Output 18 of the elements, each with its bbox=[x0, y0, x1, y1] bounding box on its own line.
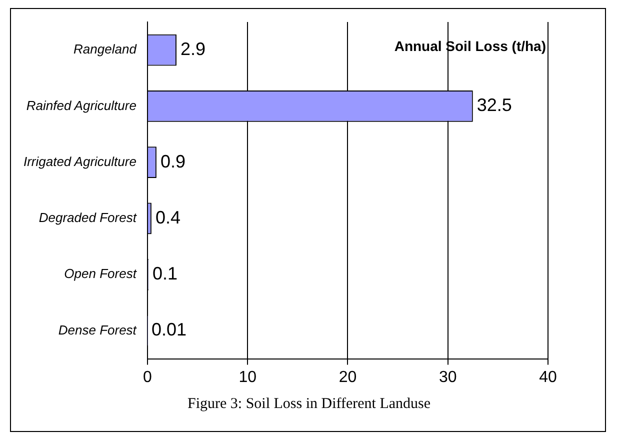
y-tick-label: Dense Forest bbox=[58, 322, 138, 338]
y-tick-label: Rangeland bbox=[74, 42, 138, 57]
x-tick-label: 40 bbox=[539, 368, 557, 386]
data-label: 2.9 bbox=[180, 39, 206, 60]
data-label: 0.1 bbox=[152, 264, 178, 284]
y-tick-label: Irrigated Agriculture bbox=[23, 154, 136, 169]
data-label: 32.5 bbox=[476, 95, 512, 116]
x-tick-label: 10 bbox=[238, 368, 257, 386]
data-label: 0.9 bbox=[160, 151, 186, 172]
x-tick-label: 20 bbox=[338, 368, 357, 386]
data-label: 0.01 bbox=[152, 320, 187, 340]
x-tick-label: 30 bbox=[438, 368, 457, 386]
data-label: 0.4 bbox=[155, 207, 180, 228]
y-tick-label: Open Forest bbox=[64, 266, 138, 282]
x-tick-label: 0 bbox=[142, 368, 152, 386]
y-tick-label: Degraded Forest bbox=[38, 210, 138, 226]
y-tick-label: Rainfed Agriculture bbox=[26, 98, 136, 113]
caption: Figure 3: Soil Loss in Different Landuse bbox=[186, 396, 432, 413]
